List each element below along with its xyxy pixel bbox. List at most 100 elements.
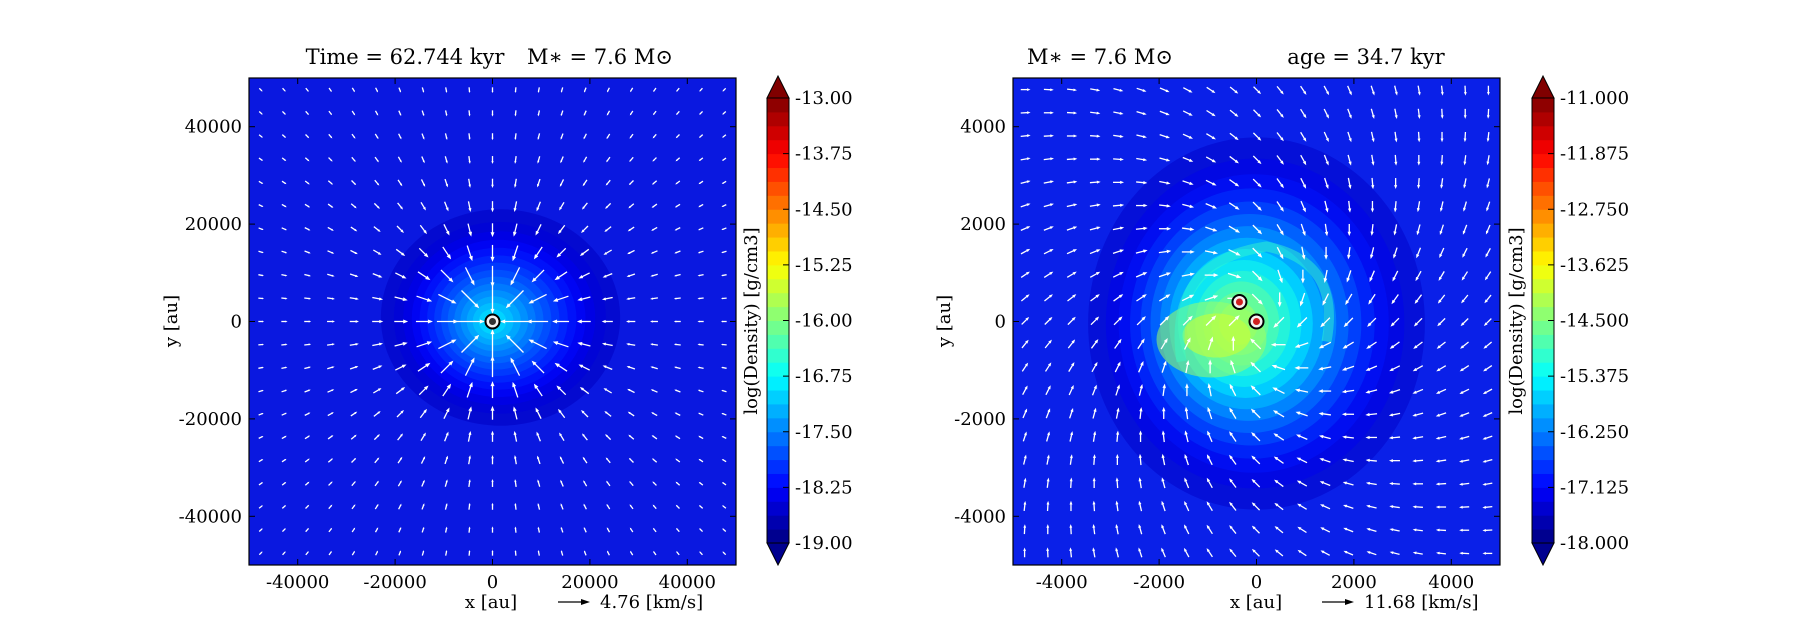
velocity-arrowhead: [1050, 157, 1054, 161]
colorbar-band: [1532, 459, 1554, 474]
velocity-arrowhead: [470, 357, 475, 363]
velocity-arrowhead: [445, 431, 449, 436]
colorbar-tick-label: -14.500: [1560, 311, 1629, 332]
velocity-arrowhead: [354, 411, 358, 415]
velocity-arrowhead: [1206, 524, 1210, 529]
velocity-arrowhead: [1389, 528, 1394, 532]
velocity-arrowhead: [261, 343, 265, 346]
y-tick-label: 0: [231, 312, 242, 333]
velocity-arrowhead: [1096, 249, 1101, 253]
velocity-arrowhead: [1189, 204, 1195, 208]
velocity-arrowhead: [1025, 316, 1030, 321]
velocity-arrowhead: [1234, 315, 1240, 321]
velocity-arrowhead: [1235, 251, 1241, 256]
velocity-arrowhead: [1412, 413, 1417, 417]
velocity-arrowhead: [1116, 430, 1120, 435]
velocity-arrowhead: [1482, 528, 1486, 532]
colorbar-band: [1532, 431, 1554, 447]
velocity-arrowhead: [601, 297, 607, 301]
velocity-arrowhead: [1440, 184, 1444, 189]
velocity-arrowhead: [1318, 344, 1324, 349]
velocity-arrowhead: [603, 252, 608, 255]
velocity-arrowhead: [1143, 249, 1148, 253]
velocity-arrowhead: [1272, 410, 1278, 415]
velocity-arrowhead: [1143, 226, 1148, 231]
velocity-arrowhead: [698, 435, 701, 438]
velocity-arrowhead: [1026, 203, 1031, 207]
velocity-arrowhead: [1342, 344, 1348, 349]
velocity-arrowhead: [531, 277, 537, 283]
velocity-arrowhead: [1325, 137, 1329, 143]
velocity-arrowhead: [652, 159, 655, 162]
velocity-arrowhead: [1462, 230, 1466, 235]
velocity-arrowhead: [399, 456, 403, 460]
velocity-arrowhead: [1070, 385, 1074, 390]
velocity-arrowhead: [261, 205, 264, 207]
velocity-arrowhead: [1092, 547, 1096, 552]
y-tick-label: 0: [995, 312, 1006, 333]
velocity-arrowhead: [673, 297, 677, 300]
velocity-arrowhead: [331, 366, 335, 369]
velocity-arrowhead: [1280, 137, 1284, 142]
velocity-arrowhead: [628, 434, 631, 438]
velocity-arrow: [512, 384, 519, 398]
velocity-arrowhead: [1459, 482, 1463, 486]
velocity-arrowhead: [577, 297, 583, 301]
velocity-arrowhead: [1257, 160, 1262, 165]
velocity-arrowhead: [1294, 365, 1300, 370]
velocity-arrowhead: [1050, 88, 1054, 92]
velocity-arrowhead: [698, 458, 701, 461]
velocity-arrowhead: [630, 550, 632, 553]
velocity-arrowhead: [1343, 550, 1348, 554]
velocity-arrowhead: [651, 412, 654, 415]
panel-1: Time = 62.744 kyr M∗ = 7.6 M⊙ -40000 -200…: [161, 45, 853, 613]
velocity-arrowhead: [308, 366, 311, 369]
velocity-arrowhead: [1459, 505, 1463, 509]
velocity-arrowhead: [402, 342, 408, 346]
velocity-arrowhead: [1166, 181, 1171, 185]
velocity-arrowhead: [514, 137, 517, 141]
velocity-arrowhead: [652, 136, 655, 139]
colorbar-band: [1532, 445, 1554, 461]
velocity-arrowhead: [1231, 335, 1236, 341]
velocity-arrow: [1251, 339, 1262, 350]
velocity-arrowhead: [1119, 111, 1124, 115]
velocity-arrowhead: [307, 458, 310, 461]
velocity-arrowhead: [1295, 411, 1301, 415]
velocity-arrowhead: [1119, 88, 1124, 92]
x-tick-label: 2000: [1331, 572, 1377, 593]
velocity-arrowhead: [491, 549, 494, 552]
velocity-arrowhead: [1270, 342, 1276, 347]
velocity-arrowhead: [1482, 436, 1487, 440]
velocity-arrowhead: [1436, 345, 1441, 349]
velocity-arrow: [440, 269, 452, 281]
velocity-arrowhead: [331, 228, 334, 231]
sink-particle-core: [489, 318, 496, 325]
velocity-arrowhead: [1277, 302, 1282, 308]
velocity-arrowhead: [698, 205, 701, 208]
velocity-arrowhead: [445, 230, 450, 236]
colorbar-band: [767, 515, 789, 530]
velocity-arrowhead: [537, 455, 540, 459]
velocity-arrowhead: [554, 275, 560, 281]
velocity-arrowhead: [354, 228, 358, 232]
velocity-arrowhead: [626, 366, 630, 369]
x-tick-label: 4000: [1428, 572, 1474, 593]
velocity-arrowhead: [514, 184, 517, 188]
velocity-arrowhead: [1460, 345, 1465, 349]
velocity-arrowhead: [1188, 112, 1193, 116]
velocity-arrowhead: [528, 299, 534, 304]
velocity-arrowhead: [445, 207, 449, 212]
velocity-arrowhead: [1163, 337, 1168, 343]
x-tick-label: -40000: [266, 572, 329, 593]
velocity-arrowhead: [1343, 527, 1348, 531]
velocity-arrowhead: [513, 207, 517, 213]
velocity-arrowhead: [1394, 115, 1398, 119]
x-tick-label: -4000: [1036, 572, 1088, 593]
velocity-arrowhead: [1234, 182, 1240, 187]
velocity-arrowhead: [626, 343, 630, 346]
velocity-arrowhead: [1092, 524, 1096, 528]
velocity-arrowhead: [1143, 203, 1148, 208]
velocity-arrowhead: [426, 297, 433, 302]
velocity-arrowhead: [1211, 315, 1217, 321]
